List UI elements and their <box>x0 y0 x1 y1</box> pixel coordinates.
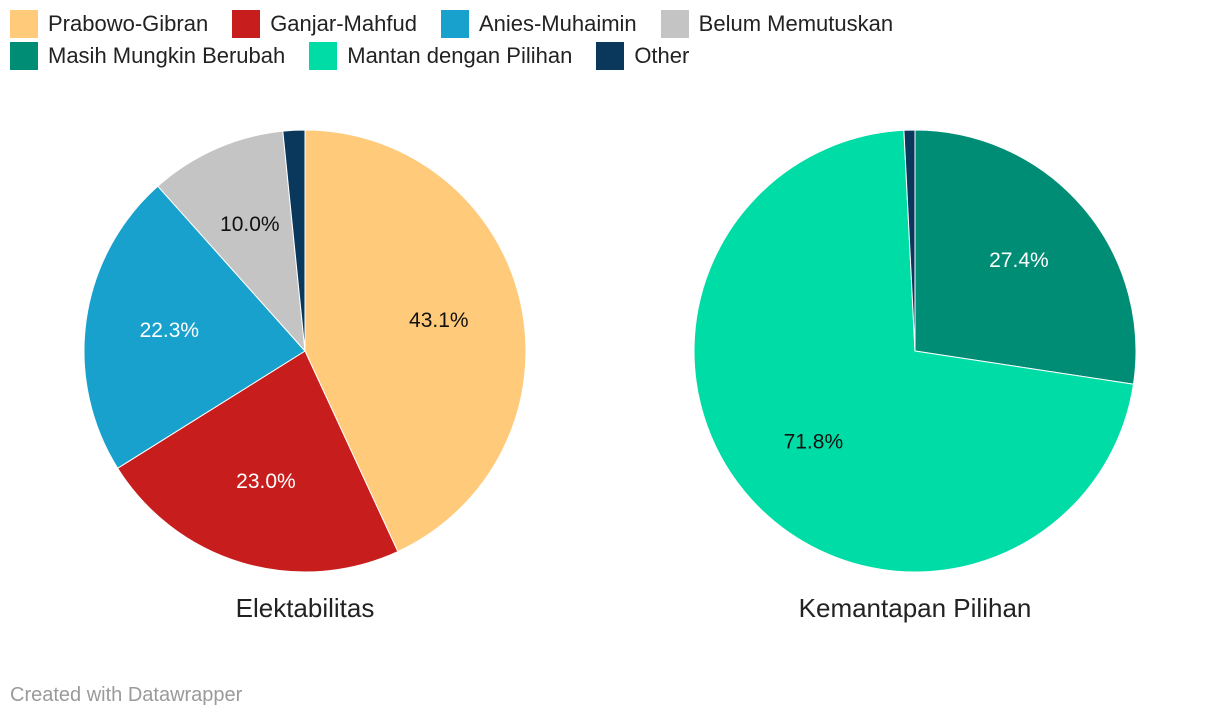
legend-swatch <box>10 10 38 38</box>
legend-item: Anies-Muhaimin <box>440 10 637 38</box>
legend-row: Prabowo-Gibran Ganjar-Mahfud Anies-Muhaimi… <box>10 8 1210 40</box>
pie-chart-2: 27.4% 71.8% Kemantapan Pilihan <box>693 129 1137 623</box>
pie-title: Kemantapan Pilihan <box>799 593 1032 623</box>
legend-swatch <box>596 42 625 70</box>
legend-label: Anies-Muhaimin <box>478 11 637 36</box>
legend-swatch <box>232 10 261 38</box>
pie-slice[interactable] <box>282 129 306 352</box>
datawrapper-credit[interactable]: Created with Datawrapper <box>10 684 243 706</box>
pie-title: Elektabilitas <box>236 593 375 623</box>
slice-value-label: 43.1% <box>409 309 469 332</box>
pie-slice[interactable] <box>903 129 916 352</box>
legend-swatch <box>10 42 38 70</box>
pie-slice[interactable] <box>914 129 1137 385</box>
legend-swatch <box>660 10 689 38</box>
legend-label: Ganjar-Mahfud <box>270 11 417 36</box>
legend-item: Mantan dengan Pilihan <box>309 42 572 70</box>
slice-value-label: 23.0% <box>236 470 296 493</box>
legend-item: Masih Mungkin Berubah <box>10 42 285 70</box>
legend-label: Other <box>634 43 690 68</box>
legend-swatch <box>309 42 338 70</box>
legend-label: Prabowo-Gibran <box>48 11 209 36</box>
legend-label: Mantan dengan Pilihan <box>347 43 573 68</box>
legend-label: Masih Mungkin Berubah <box>48 43 286 68</box>
legend-item: Prabowo-Gibran <box>10 10 208 38</box>
legend-label: Belum Memutuskan <box>698 11 894 36</box>
legend-item: Ganjar-Mahfud <box>232 10 417 38</box>
legend-row: Masih Mungkin Berubah Mantan dengan Pilih… <box>10 40 1210 72</box>
legend: Prabowo-Gibran Ganjar-Mahfud Anies-Muhaimi… <box>10 8 1210 72</box>
pie-slice[interactable] <box>304 129 527 553</box>
slice-value-label: 10.0% <box>220 213 280 236</box>
pie-slice[interactable] <box>157 130 306 353</box>
pie-slice[interactable] <box>83 185 306 469</box>
slice-value-label: 71.8% <box>784 430 844 453</box>
slice-value-label: 27.4% <box>989 249 1049 272</box>
legend-item: Belum Memutuskan <box>660 10 894 38</box>
pie-chart-1: 43.1% 23.0% 22.3% 10.0% Elektabilitas <box>83 129 527 623</box>
pie-slice[interactable] <box>116 350 399 573</box>
pie-slice[interactable] <box>693 129 1135 573</box>
legend-item: Other <box>596 42 689 70</box>
slice-value-label: 22.3% <box>140 319 200 342</box>
legend-swatch <box>440 10 469 38</box>
